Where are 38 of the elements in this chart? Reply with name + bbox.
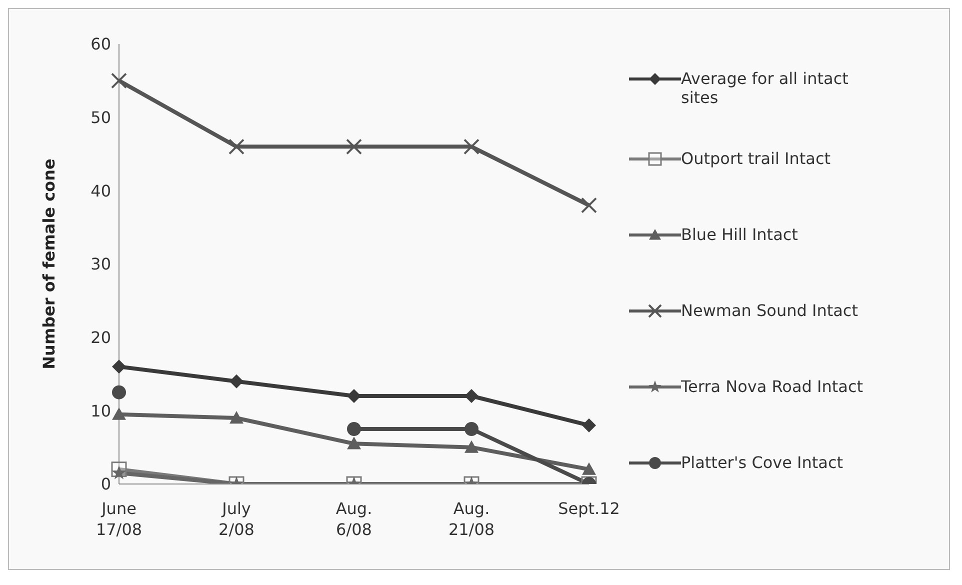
legend-label: Outport trail Intact [681, 149, 832, 168]
y-tick-label: 40 [90, 181, 111, 200]
y-tick-label: 50 [90, 108, 111, 128]
point [346, 138, 362, 155]
y-tick-label: 30 [90, 254, 111, 274]
point [112, 360, 126, 374]
x-tick-label: July 2/08 [218, 499, 254, 539]
point [464, 440, 478, 453]
point [581, 197, 597, 214]
point [230, 411, 244, 424]
point [582, 418, 596, 432]
point [230, 374, 244, 388]
point [112, 465, 126, 480]
point [347, 422, 361, 436]
point [464, 422, 478, 436]
x-tick-label: Sept.12 [558, 499, 620, 518]
legend-label: Average for all intact sites [681, 69, 850, 107]
y-tick-label: 0 [100, 474, 111, 494]
point [464, 138, 480, 155]
point [112, 385, 126, 400]
legend-label: Platter's Cove Intact [681, 453, 844, 472]
y-tick-label: 20 [90, 328, 111, 348]
point [112, 407, 126, 420]
y-axis-title: Number of female cone [40, 158, 59, 370]
x-tick-label: Aug. 6/08 [336, 499, 372, 539]
point [464, 389, 478, 403]
point [347, 389, 361, 403]
legend-label: Newman Sound Intact [681, 301, 859, 320]
x-tick-label: June 17/08 [96, 499, 142, 539]
point [347, 436, 361, 450]
x-tick-label: Aug. 21/08 [448, 499, 495, 539]
legend-label: Blue Hill Intact [681, 225, 799, 244]
point [111, 72, 127, 89]
y-tick-label: 10 [90, 401, 111, 420]
point [582, 462, 596, 475]
legend-label: Terra Nova Road Intact [681, 377, 864, 396]
point [228, 138, 244, 155]
y-tick-label: 60 [90, 34, 111, 54]
